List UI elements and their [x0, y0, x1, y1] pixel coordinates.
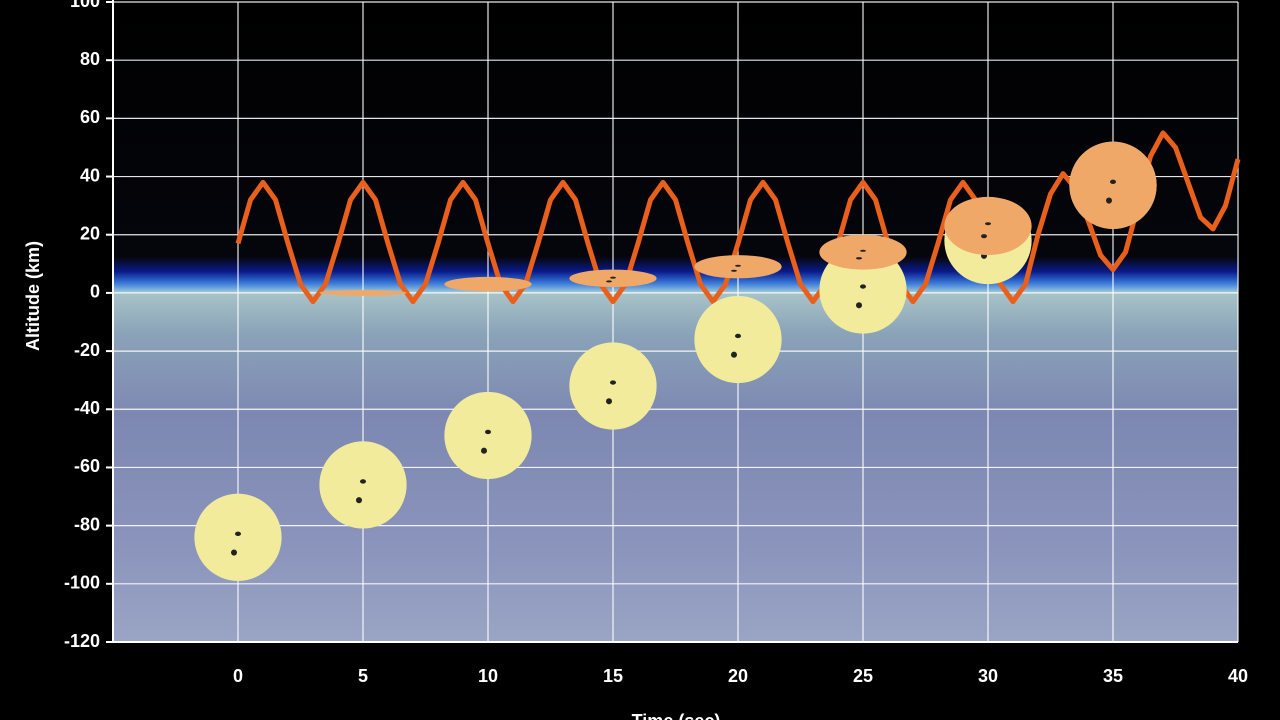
x-tick-label: 15	[603, 666, 623, 686]
y-tick-label: -80	[74, 514, 100, 534]
sun-disc	[444, 276, 532, 292]
y-tick-label: -120	[64, 631, 100, 651]
sunspot	[731, 269, 737, 272]
sunspot	[731, 351, 737, 358]
y-tick-label: 0	[90, 282, 100, 302]
sunspot	[610, 276, 616, 279]
sunspot	[356, 497, 362, 504]
x-tick-label: 20	[728, 666, 748, 686]
sun	[819, 234, 907, 270]
y-tick-label: 20	[80, 223, 100, 243]
sunspot	[735, 264, 741, 267]
x-tick-label: 10	[478, 666, 498, 686]
sun	[694, 295, 782, 384]
sun	[1069, 141, 1157, 229]
y-tick-label: -100	[64, 573, 100, 593]
sunspot	[856, 302, 862, 309]
x-axis-label: Time (sec)	[632, 711, 721, 720]
sun-disc	[319, 290, 407, 296]
y-axis-label: Altitude (km)	[23, 241, 43, 351]
y-tick-label: 60	[80, 107, 100, 127]
sun-disc	[444, 391, 532, 480]
sunspot	[481, 447, 487, 454]
sun-disc	[569, 269, 657, 288]
sunspot	[860, 284, 866, 289]
sunspot	[985, 222, 991, 226]
x-tick-label: 0	[233, 666, 243, 686]
sun	[444, 391, 532, 480]
y-tick-label: -20	[74, 340, 100, 360]
sun	[444, 276, 532, 292]
sun	[569, 342, 657, 430]
sun-disc	[319, 441, 407, 529]
sunspot	[981, 234, 987, 239]
sunspot	[485, 429, 491, 435]
sun	[944, 196, 1032, 256]
sunspot	[860, 249, 866, 252]
sun-disc	[1069, 141, 1157, 229]
sunspot	[1110, 179, 1116, 184]
x-tick-label: 35	[1103, 666, 1123, 686]
y-tick-label: -40	[74, 398, 100, 418]
sun-disc	[194, 493, 282, 581]
sunspot	[610, 380, 616, 385]
sun-disc	[694, 255, 782, 279]
sun-disc	[819, 246, 907, 334]
x-tick-label: 30	[978, 666, 998, 686]
sunspot	[856, 257, 862, 260]
x-tick-label: 5	[358, 666, 368, 686]
y-tick-label: 40	[80, 165, 100, 185]
sun	[819, 246, 907, 334]
sunspot	[360, 479, 366, 484]
sunspot	[606, 280, 612, 283]
x-tick-label: 25	[853, 666, 873, 686]
sun	[194, 493, 282, 581]
y-tick-label: -60	[74, 456, 100, 476]
sun-disc	[819, 234, 907, 270]
sun-disc	[569, 342, 657, 430]
y-tick-label: 100	[70, 0, 100, 11]
sunspot	[235, 531, 241, 536]
sun-disc	[944, 196, 1032, 256]
sun	[319, 441, 407, 529]
x-tick-label: 40	[1228, 666, 1248, 686]
sunspot	[606, 398, 612, 405]
sun	[319, 290, 407, 296]
sunspot	[1106, 197, 1112, 204]
sunspot	[735, 333, 741, 339]
sky	[113, 0, 1238, 292]
sun-disc	[694, 295, 782, 384]
sunspot	[231, 549, 237, 556]
y-tick-label: 80	[80, 49, 100, 69]
